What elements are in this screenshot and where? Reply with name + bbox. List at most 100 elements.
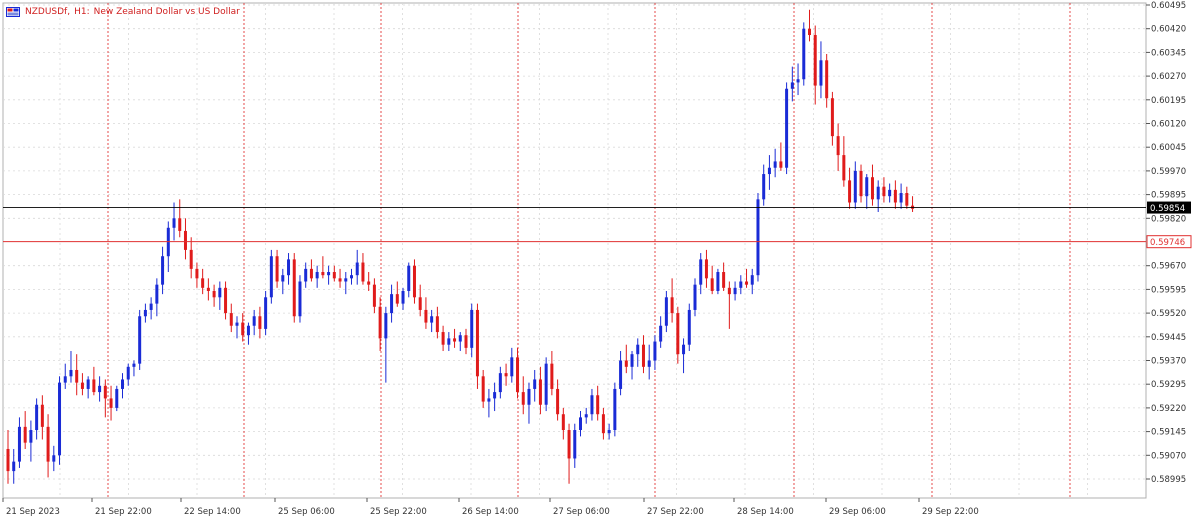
candle-body[interactable] xyxy=(579,417,582,431)
candle-body[interactable] xyxy=(670,297,674,314)
candle-body[interactable] xyxy=(395,294,399,304)
candle-body[interactable] xyxy=(819,60,823,86)
candle-body[interactable] xyxy=(659,325,663,342)
candle-body[interactable] xyxy=(481,376,485,402)
candle-body[interactable] xyxy=(682,344,686,355)
candle-body[interactable] xyxy=(842,155,846,181)
candle-body[interactable] xyxy=(704,259,708,279)
candle-body[interactable] xyxy=(361,262,365,282)
candle-body[interactable] xyxy=(493,392,497,399)
candle-body[interactable] xyxy=(848,180,852,203)
candle-body[interactable] xyxy=(441,332,445,345)
candle-body[interactable] xyxy=(401,290,405,304)
candle-body[interactable] xyxy=(470,309,474,348)
candle-body[interactable] xyxy=(498,373,502,393)
candle-body[interactable] xyxy=(853,170,857,203)
candle-body[interactable] xyxy=(332,272,336,279)
candle-body[interactable] xyxy=(710,278,714,291)
candle-body[interactable] xyxy=(264,297,268,329)
candle-body[interactable] xyxy=(46,426,50,462)
candle-body[interactable] xyxy=(464,335,468,348)
candle-body[interactable] xyxy=(596,395,600,415)
candle-body[interactable] xyxy=(733,287,737,295)
candle-body[interactable] xyxy=(138,316,142,364)
candle-body[interactable] xyxy=(384,313,388,339)
candle-body[interactable] xyxy=(601,414,605,434)
candle-body[interactable] xyxy=(647,360,651,367)
candle-body[interactable] xyxy=(372,284,376,307)
candle-body[interactable] xyxy=(115,388,119,408)
candle-body[interactable] xyxy=(859,170,863,197)
candle-body[interactable] xyxy=(905,193,909,206)
candle-body[interactable] xyxy=(103,385,107,399)
candle-body[interactable] xyxy=(224,287,228,314)
candle-body[interactable] xyxy=(750,275,754,285)
candle-body[interactable] xyxy=(624,360,628,367)
candle-body[interactable] xyxy=(189,249,193,269)
candle-body[interactable] xyxy=(865,177,869,197)
candle-body[interactable] xyxy=(92,379,96,393)
candle-body[interactable] xyxy=(435,316,439,333)
candle-body[interactable] xyxy=(269,256,273,298)
candle-body[interactable] xyxy=(813,35,817,86)
candle-body[interactable] xyxy=(315,272,319,279)
candle-body[interactable] xyxy=(172,218,176,228)
candle-body[interactable] xyxy=(321,272,325,276)
candle-body[interactable] xyxy=(69,369,73,377)
candle-body[interactable] xyxy=(35,404,39,431)
candle-body[interactable] xyxy=(790,82,794,89)
candle-body[interactable] xyxy=(745,281,749,285)
candle-body[interactable] xyxy=(12,461,16,472)
candle-body[interactable] xyxy=(344,278,348,282)
candle-body[interactable] xyxy=(699,259,703,285)
candle-body[interactable] xyxy=(899,193,903,203)
candle-body[interactable] xyxy=(241,322,245,336)
candle-body[interactable] xyxy=(132,363,136,367)
candle-body[interactable] xyxy=(252,316,256,326)
candle-body[interactable] xyxy=(378,306,382,339)
candle-body[interactable] xyxy=(641,344,645,367)
candle-body[interactable] xyxy=(338,278,342,282)
candle-body[interactable] xyxy=(246,325,250,336)
candle-body[interactable] xyxy=(201,278,205,288)
candle-body[interactable] xyxy=(796,79,800,83)
candle-body[interactable] xyxy=(143,309,147,317)
candle-body[interactable] xyxy=(808,28,811,36)
candle-body[interactable] xyxy=(504,373,508,377)
candle-body[interactable] xyxy=(722,272,726,288)
candle-body[interactable] xyxy=(155,284,159,304)
candle-body[interactable] xyxy=(424,309,428,323)
candle-body[interactable] xyxy=(86,379,90,389)
candle-body[interactable] xyxy=(510,357,514,377)
candle-body[interactable] xyxy=(773,161,777,168)
candle-body[interactable] xyxy=(521,392,525,405)
candle-body[interactable] xyxy=(195,268,199,279)
candle-body[interactable] xyxy=(183,230,187,250)
candle-body[interactable] xyxy=(418,297,422,310)
candle-body[interactable] xyxy=(63,376,67,383)
candle-body[interactable] xyxy=(893,189,897,203)
candle-body[interactable] xyxy=(447,338,451,345)
candle-body[interactable] xyxy=(676,313,680,355)
candle-body[interactable] xyxy=(80,382,84,389)
candle-body[interactable] xyxy=(149,303,153,310)
candle-body[interactable] xyxy=(527,388,531,405)
candle-body[interactable] xyxy=(888,189,892,197)
candle-body[interactable] xyxy=(664,297,668,326)
candle-body[interactable] xyxy=(206,287,210,291)
candle-body[interactable] xyxy=(212,290,216,298)
candle-body[interactable] xyxy=(475,309,479,377)
candle-body[interactable] xyxy=(367,281,371,285)
candle-body[interactable] xyxy=(882,186,886,197)
candle-body[interactable] xyxy=(756,199,760,276)
candle-body[interactable] xyxy=(762,174,766,200)
candle-body[interactable] xyxy=(785,88,789,168)
candle-body[interactable] xyxy=(52,455,56,462)
candle-body[interactable] xyxy=(607,430,611,434)
candle-body[interactable] xyxy=(58,382,62,456)
candle-body[interactable] xyxy=(98,385,102,393)
candle-body[interactable] xyxy=(298,281,302,317)
candle-body[interactable] xyxy=(636,344,640,355)
candle-body[interactable] xyxy=(6,448,10,472)
